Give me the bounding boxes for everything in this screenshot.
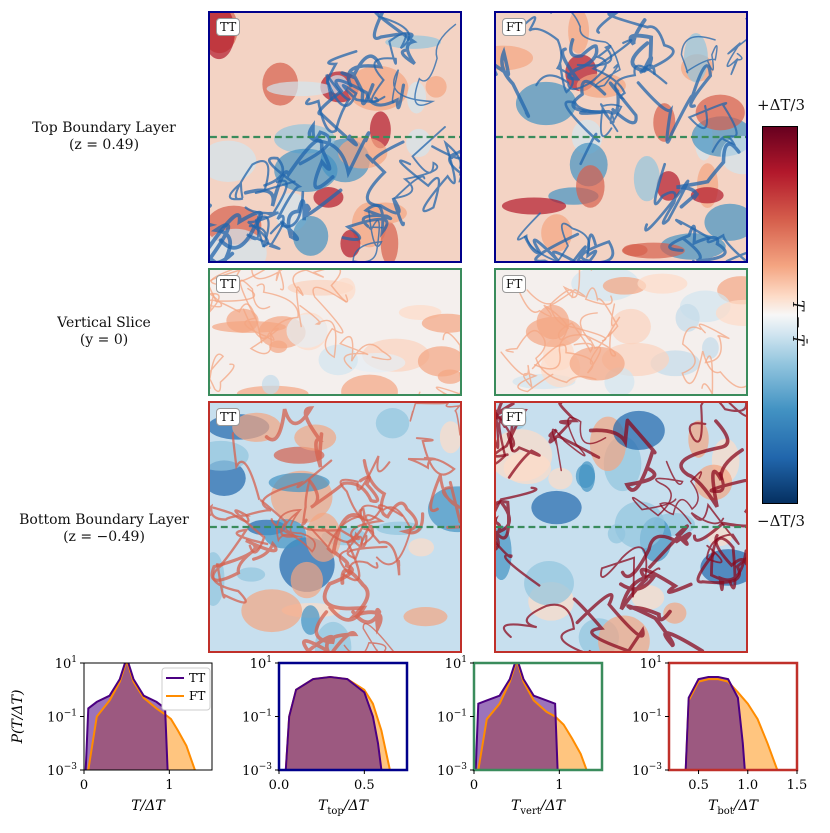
pdf-top-xlabel: Ttop/ΔT (318, 798, 370, 817)
vert-ft-tag: FT (502, 275, 527, 293)
pdf-top-tt-area (285, 677, 382, 770)
row-label-vert-title: Vertical Slice (57, 315, 151, 331)
pdf-vert-xtick: 1 (555, 778, 563, 793)
top-tt-tag: TT (216, 18, 241, 36)
pdf-top-xtick: 0.5 (354, 778, 375, 793)
pdf-vert-ft-line (477, 663, 588, 770)
pdf-top-ytick: 101 (250, 655, 272, 672)
pdf-top-ytick: 10−1 (242, 709, 272, 726)
pdf-bot-xlabel: Tbot/ΔT (708, 798, 760, 817)
top-tt-field: TT (208, 11, 462, 263)
row-label-bot-title: Bottom Boundary Layer (19, 512, 189, 528)
pdf-vert-ytick: 10−3 (437, 762, 467, 779)
row-label-bot-sub: (z = −0.49) (63, 529, 145, 545)
pdf-bot-ytick: 10−1 (632, 709, 662, 726)
pdf-vert-ytick: 10−1 (437, 709, 467, 726)
pdf-bot-tt-line (684, 676, 746, 770)
pdf-total-xlabel: T/ΔT (131, 798, 166, 814)
legend-label-tt: TT (189, 671, 205, 685)
vert-ft-field: FT (494, 268, 748, 396)
pdf-total-plot: 101 10−1 10−30 1 T/ΔT P(T/ΔT) TT FT (10, 655, 213, 814)
bot-ft-field: FT (494, 401, 748, 653)
pdf-top-xtick: 0.0 (269, 778, 290, 793)
vert-tt-field: TT (208, 268, 462, 396)
pdf-top-plot: 101 10−1 10−30.0 0.5 Ttop/ΔT (242, 655, 409, 817)
top-ft-tag: FT (502, 18, 527, 36)
pdf-bot-ytick: 101 (640, 655, 662, 672)
pdf-vert-ytick: 101 (445, 655, 467, 672)
legend-label-ft: FT (189, 689, 205, 703)
bot-tt-field: TT (208, 401, 462, 653)
top-ft-field: FT (494, 11, 748, 263)
colorbar-top-label: +ΔT/3 (757, 96, 806, 114)
pdf-vert-plot: 101 10−1 10−30 1 Tvert/ΔT (437, 655, 604, 817)
pdf-total-ytick: 10−1 (47, 709, 77, 726)
pdf-total-tt-area (85, 663, 168, 770)
row-label-bot: Bottom Boundary Layer (z = −0.49) (4, 512, 204, 546)
vert-tt-tag: TT (216, 275, 241, 293)
pdf-vert-xlabel: Tvert/ΔT (511, 798, 567, 817)
pdf-bot-xtick: 0.5 (688, 778, 709, 793)
pdf-total-xtick: 1 (165, 778, 173, 793)
pdf-bot-xtick: 1.5 (787, 778, 808, 793)
pdf-total-xtick: 0 (80, 778, 88, 793)
bot-tt-tag: TT (216, 408, 241, 426)
pdf-total-ft-line (87, 663, 196, 770)
pdf-bot-xtick: 1.0 (737, 778, 758, 793)
pdf-bot-tt-area (685, 677, 745, 770)
colorbar-axis-label: T − T̄ (789, 300, 808, 345)
pdf-top-ytick: 10−3 (242, 762, 272, 779)
pdf-vert-xtick: 0 (470, 778, 478, 793)
legend: TT FT (161, 667, 211, 711)
pdf-total-ytick: 101 (55, 655, 77, 672)
pdf-total-ylabel: P(T/ΔT) (10, 690, 26, 745)
pdf-bot-plot: 101 10−1 10−3 0.5 1.0 1.5 Tbot/ΔT (632, 655, 807, 817)
pdf-top-tt-line (284, 675, 383, 770)
row-label-vert-sub: (y = 0) (79, 332, 129, 348)
pdf-total-ytick: 10−3 (47, 762, 77, 779)
row-label-top-sub: (z = 0.49) (68, 137, 140, 153)
colorbar-bottom-label: −ΔT/3 (757, 512, 806, 530)
row-label-top-title: Top Boundary Layer (32, 120, 176, 136)
pdf-bot-ft-line (684, 678, 779, 770)
pdf-vert-tt-line (474, 663, 559, 770)
row-label-vert: Vertical Slice (y = 0) (4, 315, 204, 349)
pdf-total-tt-line (84, 663, 169, 770)
pdf-vert-tt-area (475, 663, 558, 770)
colorbar (762, 126, 798, 504)
pdf-bot-ytick: 10−3 (632, 762, 662, 779)
bot-ft-tag: FT (502, 408, 527, 426)
row-label-top: Top Boundary Layer (z = 0.49) (4, 120, 204, 154)
